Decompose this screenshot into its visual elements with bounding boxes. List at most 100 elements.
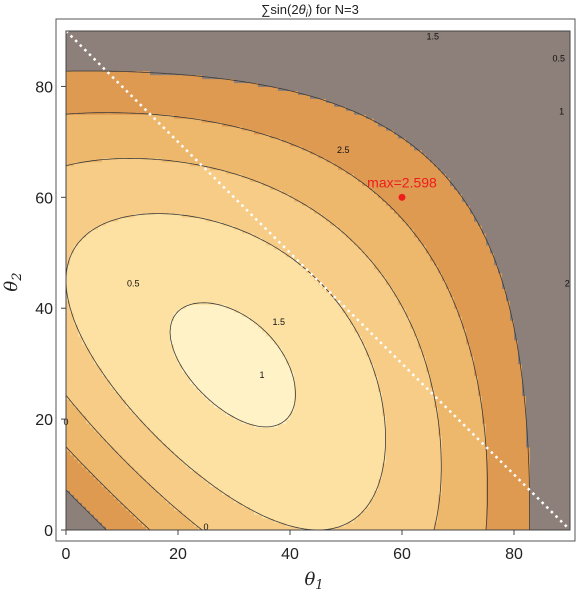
contour-cell [386, 514, 391, 519]
contour-cell [446, 474, 451, 480]
contour-cell [546, 518, 551, 523]
contour-cell [506, 510, 511, 515]
contour-cell [414, 466, 419, 472]
contour-cell [234, 474, 239, 480]
contour-cell [354, 458, 359, 464]
contour-cell [466, 387, 471, 392]
contour-cell [386, 462, 391, 468]
contour-cell [510, 387, 515, 392]
contour-cell [258, 446, 263, 452]
contour-cell [182, 446, 187, 452]
contour-cell [146, 399, 151, 404]
contour-cell [534, 494, 539, 499]
contour-cell [86, 407, 91, 412]
contour-cell [310, 498, 315, 503]
contour-cell [302, 486, 307, 491]
contour-cell [394, 458, 399, 464]
contour-cell [94, 470, 99, 476]
contour-cell [398, 442, 403, 448]
contour-cell [162, 383, 167, 389]
contour-cell [162, 458, 167, 464]
contour-cell [94, 510, 99, 515]
contour-cell [542, 454, 547, 460]
contour-cell [558, 474, 563, 480]
contour-cell [170, 462, 175, 468]
contour-cell [238, 419, 243, 424]
contour-cell [398, 399, 403, 404]
contour-cell [158, 494, 163, 499]
contour-cell [290, 510, 295, 515]
contour-cell [142, 391, 147, 396]
contour-cell [322, 387, 327, 392]
contour-cell [94, 454, 99, 460]
contour-cell [314, 494, 319, 499]
contour-cell [474, 411, 479, 416]
contour-cell [222, 379, 227, 385]
contour-cell [502, 446, 507, 452]
contour-cell [138, 411, 143, 416]
contour-cell [358, 375, 363, 381]
contour-cell [78, 411, 83, 416]
contour-cell [330, 430, 335, 436]
contour-cell [498, 450, 503, 456]
contour-cell [162, 371, 167, 377]
contour-cell [298, 427, 303, 432]
contour-cell [554, 466, 559, 472]
contour-cell [450, 482, 455, 488]
contour-cell [470, 387, 475, 392]
contour-cell [566, 494, 570, 499]
contour-cell [290, 430, 295, 436]
contour-cell [170, 387, 175, 392]
contour-cell [218, 486, 223, 491]
contour-cell [350, 430, 355, 436]
contour-cell [206, 391, 211, 396]
contour-cell [554, 438, 559, 444]
contour-cell [326, 446, 331, 452]
contour-cell [482, 383, 487, 389]
contour-cell [126, 450, 131, 456]
contour-cell [142, 458, 147, 464]
contour-cell [310, 494, 315, 499]
contour-cell [566, 403, 570, 408]
contour-cell [106, 415, 111, 420]
contour-cell [134, 522, 139, 527]
contour-cell [190, 482, 195, 488]
contour-cell [494, 462, 499, 468]
contour-cell [186, 510, 191, 515]
contour-cell [182, 403, 187, 408]
contour-cell [542, 399, 547, 404]
contour-cell [522, 478, 527, 484]
contour-cell [202, 419, 207, 424]
contour-cell [110, 450, 115, 456]
contour-cell [382, 486, 387, 491]
contour-cell [74, 482, 79, 488]
contour-cell [398, 375, 403, 381]
contour-cell [170, 399, 175, 404]
contour-cell [506, 383, 511, 389]
contour-cell [186, 450, 191, 456]
contour-cell [110, 522, 115, 527]
contour-cell [322, 395, 327, 400]
contour-cell [294, 438, 299, 444]
contour-cell [242, 474, 247, 480]
contour-cell [306, 423, 311, 428]
contour-cell [98, 375, 103, 381]
contour-cell [438, 466, 443, 472]
contour-cell [314, 510, 319, 515]
contour-cell [214, 423, 219, 428]
contour-cell [486, 486, 491, 491]
contour-cell [218, 395, 223, 400]
contour-cell [154, 498, 159, 503]
contour-cell [206, 526, 211, 530]
contour-cell [542, 458, 547, 464]
contour-cell [230, 415, 235, 420]
contour-cell [202, 494, 207, 499]
contour-cell [126, 462, 131, 468]
contour-cell [114, 442, 119, 448]
contour-cell [210, 498, 215, 503]
contour-cell [454, 411, 459, 416]
contour-cell [326, 486, 331, 491]
contour-cell [306, 510, 311, 515]
contour-cell [234, 502, 239, 507]
contour-cell [522, 458, 527, 464]
